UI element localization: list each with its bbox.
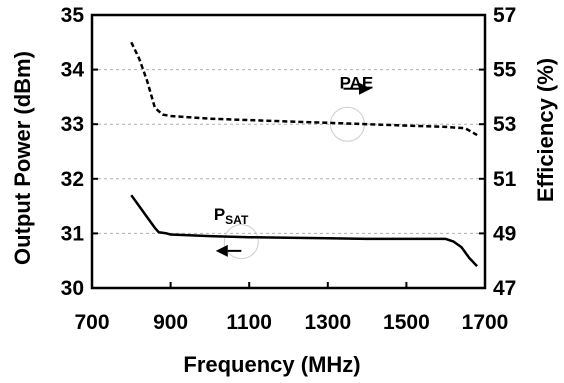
left-tick-label: 34: [61, 59, 85, 82]
x-tick-label: 1700: [462, 311, 509, 334]
series-lines: [130, 41, 479, 268]
left-axis-title: Output Power (dBm): [10, 51, 35, 265]
series-label-pae: PAE: [340, 74, 374, 93]
arrow-head: [359, 82, 372, 95]
grid-lines: [92, 69, 485, 234]
right-tick-label: 55: [493, 59, 517, 82]
left-tick-label: 32: [61, 168, 84, 191]
x-tick-label: 1100: [226, 311, 272, 334]
series-labels: PAE PSAT: [214, 74, 373, 227]
series-label-psat: PSAT: [214, 205, 249, 227]
x-tick-label: 1500: [383, 311, 430, 334]
x-tick-label: 1300: [304, 311, 351, 334]
right-tick-label: 51: [493, 168, 517, 191]
x-tick-label: 700: [74, 311, 109, 334]
right-tick-label: 57: [493, 4, 516, 27]
right-tick-label: 47: [493, 277, 516, 300]
left-axis-ticks: 30 31 32 33 34 35: [61, 4, 98, 300]
x-axis-ticks: 700 900 1100 1300 1500 1700: [74, 282, 508, 334]
left-tick-label: 31: [61, 222, 85, 245]
right-axis-ticks: 47 49 51 53 55 57: [479, 4, 517, 300]
left-tick-label: 35: [61, 4, 85, 27]
right-tick-label: 53: [493, 113, 516, 136]
series-psat-line: [130, 194, 479, 268]
chart-annotations: [215, 82, 372, 260]
x-tick-label: 900: [153, 311, 188, 334]
series-pae-line: [130, 41, 478, 137]
right-tick-label: 49: [493, 222, 516, 245]
arrow-head: [215, 244, 228, 257]
x-axis-title: Frequency (MHz): [183, 352, 360, 377]
plot-frame: [90, 13, 487, 290]
left-tick-label: 33: [61, 113, 84, 136]
right-axis-title: Efficiency (%): [533, 58, 558, 202]
annotation-circle: [223, 224, 259, 260]
left-tick-label: 30: [61, 277, 84, 300]
